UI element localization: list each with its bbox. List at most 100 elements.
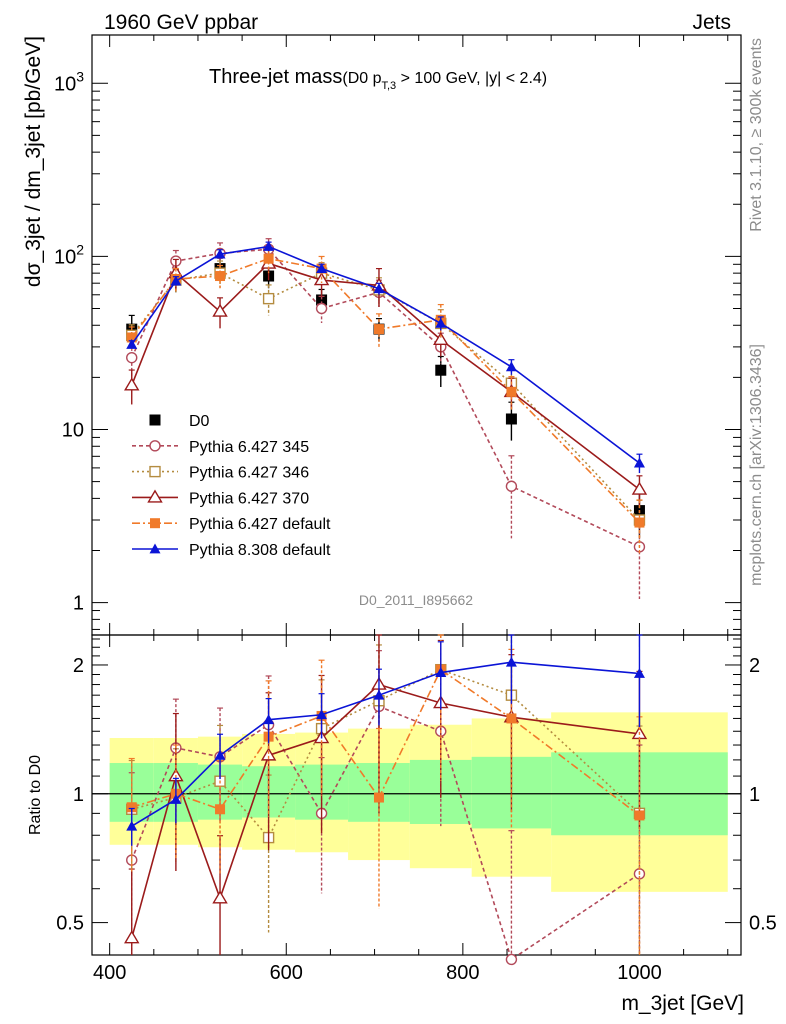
process-label: Jets [692,11,731,34]
marker-open-triangle [260,747,277,761]
marker-filled-triangle [316,263,328,273]
marker-filled-triangle [633,457,645,468]
plot-title: Three-jet mass(D0 pT,3 > 100 GeV, |y| < … [209,66,547,92]
marker-square [435,364,447,376]
legend-item: D0 [149,413,210,430]
ratio-uncertainty-bands [109,712,728,892]
marker-open-square [149,465,161,478]
marker-square [263,253,274,264]
marker-square [506,713,517,724]
ratio-y-tick-label: 0.5 [56,913,84,935]
legend-label: Pythia 6.427 345 [189,439,309,456]
y-tick-label: 103 [54,68,84,95]
legend-label: D0 [189,413,210,430]
marker-open-triangle [124,377,140,391]
marker-square [215,271,226,282]
ratio-y-tick-label: 2 [73,655,84,677]
marker-filled-triangle [373,689,385,700]
marker-square [373,792,384,803]
marker-square [149,414,161,426]
marker-open-circle [149,440,161,452]
legend-item: Pythia 8.308 default [132,542,331,559]
marker-filled-triangle [373,283,385,294]
marker-square [316,294,328,306]
marker-open-triangle [124,930,140,944]
mcplots-label: mcplots.cern.ch [arXiv:1306.3436] [748,344,765,586]
marker-filled-triangle [214,749,226,760]
marker-filled-triangle [149,543,161,554]
marker-open-circle [126,351,138,364]
marker-filled-triangle [505,361,517,372]
top-ylabel: dσ_3jet / dm_3jet [pb/GeV] [22,36,45,287]
marker-square [126,802,137,813]
marker-square [126,332,137,343]
marker-square [506,386,517,397]
analysis-id: D0_2011_I895662 [359,592,473,608]
ratio-line [130,705,640,961]
ratio-panel-frame [91,634,742,956]
marker-filled-triangle [435,667,447,677]
series-top-pythia-6-427-370 [124,249,648,507]
axes: 400 600 800 1000 1 10 102 103 0.5 0.5 1 1 2 2 [54,34,777,984]
marker-open-triangle [147,489,163,503]
marker-open-triangle [212,303,228,317]
marker-square [373,324,384,335]
marker-filled-triangle [214,248,226,259]
marker-filled-triangle [316,709,328,720]
ratio-y-tick-label-right: 2 [749,655,760,677]
marker-square [150,518,160,529]
top-panel-series [124,238,648,599]
series-line [131,257,641,524]
y-tick-label: 10 [62,419,84,441]
legend-label: Pythia 6.427 370 [189,490,309,507]
legend: D0 Pythia 6.427 345 Pythia 6.427 346 Pythia… [132,413,331,559]
x-tick-label: 1000 [617,962,662,984]
plot-title-cut-prefix: (D0 p [342,70,381,87]
energy-label: 1960 GeV ppbar [104,11,258,34]
marker-filled-triangle [435,317,447,328]
plot-title-main: Three-jet mass [209,66,342,88]
x-tick-label: 800 [446,962,479,984]
plot-title-cut-suffix: > 100 GeV, |y| < 2.4) [396,70,547,87]
legend-item: Pythia 6.427 370 [132,489,309,507]
ratio-y-tick-label-right: 0.5 [749,913,777,935]
x-tick-label: 600 [270,962,303,984]
marker-filled-triangle [505,656,517,667]
marker-square [505,413,517,425]
x-axis-label: m_3jet [GeV] [621,992,744,1015]
marker-square [634,517,645,528]
ratio-y-tick-label: 1 [73,784,84,806]
legend-item: Pythia 6.427 345 [132,439,309,456]
marker-open-circle [505,480,518,492]
rivet-label: Rivet 3.1.10, ≥ 300k events [748,38,765,232]
marker-open-triangle [212,890,228,904]
legend-item: Pythia 6.427 default [132,516,331,533]
plot-title-cut-sub: T,3 [382,80,397,92]
marker-filled-triangle [263,241,275,251]
series-line [131,248,640,548]
marker-filled-triangle [263,714,275,725]
marker-open-triangle [631,481,648,495]
ratio-y-tick-label-right: 1 [749,784,760,806]
series-ratio-pythia-8-308-default [126,634,645,846]
x-tick-label: 400 [93,962,126,984]
legend-label: Pythia 6.427 default [189,516,331,533]
ratio-line [131,668,640,840]
marker-square [634,810,645,821]
legend-label: Pythia 8.308 default [189,542,331,559]
marker-filled-triangle [633,668,645,678]
marker-filled-triangle [170,275,182,286]
marker-open-triangle [433,331,449,345]
series-top-pythia-6-427-default [126,245,645,555]
marker-open-circle [505,953,518,966]
marker-filled-triangle [126,820,138,831]
ratio-ylabel: Ratio to D0 [27,755,44,835]
marker-open-circle [315,302,328,315]
marker-open-square [262,292,275,305]
series-top-pythia-8-308-default [126,241,645,474]
legend-label: Pythia 6.427 346 [189,465,309,482]
series-line [131,272,641,521]
marker-filled-triangle [170,793,182,804]
legend-item: Pythia 6.427 346 [132,465,309,482]
